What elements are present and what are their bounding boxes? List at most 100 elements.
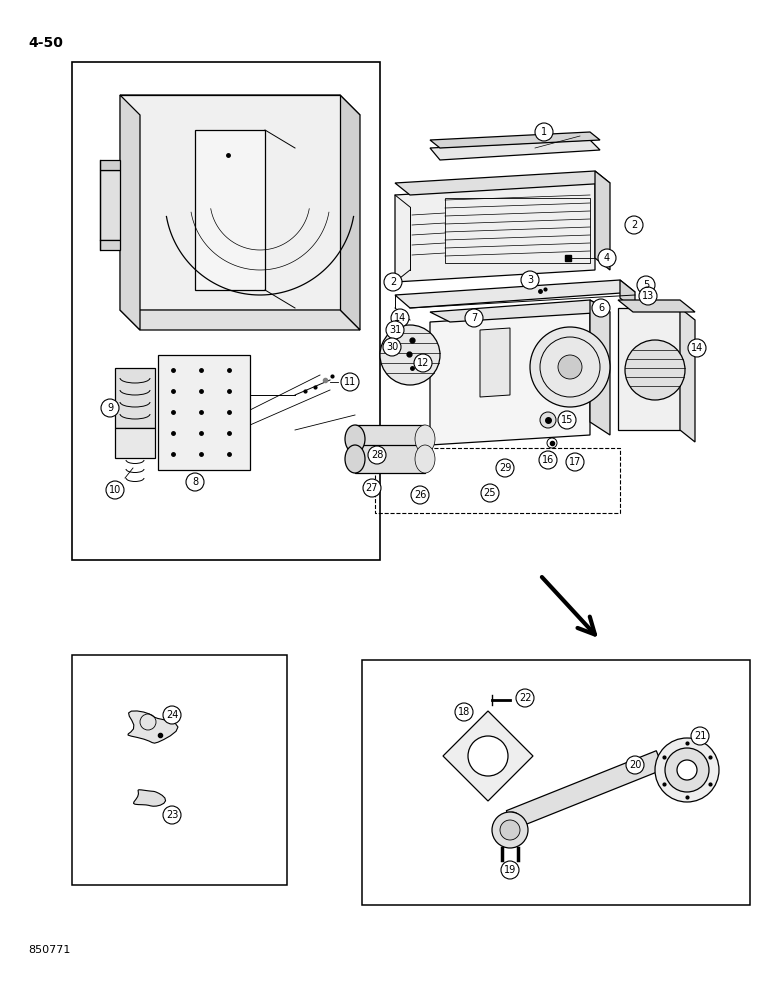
Circle shape: [598, 249, 616, 267]
Ellipse shape: [345, 425, 365, 453]
Polygon shape: [133, 790, 165, 806]
Text: 20: 20: [629, 760, 641, 770]
Text: 30: 30: [386, 342, 398, 352]
Text: 12: 12: [417, 358, 429, 368]
Circle shape: [626, 756, 644, 774]
Circle shape: [500, 820, 520, 840]
Circle shape: [637, 276, 655, 294]
Circle shape: [414, 354, 432, 372]
Circle shape: [106, 481, 124, 499]
Circle shape: [688, 339, 706, 357]
Polygon shape: [120, 310, 360, 330]
Polygon shape: [100, 160, 120, 170]
Circle shape: [496, 459, 514, 477]
Circle shape: [677, 760, 697, 780]
Text: 10: 10: [109, 485, 121, 495]
Text: 17: 17: [569, 457, 581, 467]
Polygon shape: [120, 95, 340, 310]
Polygon shape: [115, 368, 155, 428]
Circle shape: [530, 327, 610, 407]
Polygon shape: [120, 95, 140, 330]
Text: 7: 7: [471, 313, 477, 323]
Circle shape: [455, 703, 473, 721]
Polygon shape: [430, 312, 590, 445]
Text: 25: 25: [484, 488, 496, 498]
Circle shape: [535, 123, 553, 141]
Text: 5: 5: [643, 280, 649, 290]
Circle shape: [101, 399, 119, 417]
Circle shape: [592, 299, 610, 317]
Text: 850771: 850771: [28, 945, 70, 955]
Bar: [158, 355, 250, 470]
Polygon shape: [595, 171, 610, 270]
Circle shape: [383, 338, 401, 356]
Circle shape: [655, 738, 719, 802]
Text: 21: 21: [694, 731, 706, 741]
Text: 31: 31: [389, 325, 401, 335]
Bar: [115, 428, 155, 458]
Text: 15: 15: [561, 415, 573, 425]
Text: 2: 2: [390, 277, 396, 287]
Polygon shape: [100, 240, 120, 250]
Circle shape: [547, 438, 557, 448]
Text: 13: 13: [642, 291, 654, 301]
Polygon shape: [395, 183, 595, 282]
Text: 29: 29: [499, 463, 511, 473]
Text: 3: 3: [527, 275, 533, 285]
Circle shape: [625, 340, 685, 400]
Circle shape: [384, 273, 402, 291]
Bar: [445, 198, 590, 263]
Text: 9: 9: [107, 403, 113, 413]
Polygon shape: [430, 132, 600, 148]
Text: 16: 16: [542, 455, 554, 465]
Text: 27: 27: [366, 483, 378, 493]
Polygon shape: [128, 711, 178, 743]
Circle shape: [341, 373, 359, 391]
Polygon shape: [395, 280, 635, 308]
Polygon shape: [480, 328, 510, 397]
Ellipse shape: [500, 812, 519, 828]
Circle shape: [386, 321, 404, 339]
Circle shape: [521, 271, 539, 289]
Text: 11: 11: [344, 377, 356, 387]
Text: 14: 14: [394, 313, 406, 323]
Circle shape: [539, 451, 557, 469]
Circle shape: [186, 473, 204, 491]
Polygon shape: [443, 711, 533, 801]
Circle shape: [363, 479, 381, 497]
Circle shape: [639, 287, 657, 305]
Circle shape: [540, 412, 556, 428]
Polygon shape: [100, 170, 120, 240]
Bar: [72, 62, 380, 560]
Ellipse shape: [415, 445, 435, 473]
Circle shape: [468, 736, 508, 776]
Polygon shape: [590, 300, 610, 435]
Circle shape: [516, 689, 534, 707]
Circle shape: [163, 706, 181, 724]
Polygon shape: [120, 95, 360, 115]
Polygon shape: [430, 300, 610, 322]
Text: 8: 8: [192, 477, 198, 487]
Text: 1: 1: [541, 127, 547, 137]
Circle shape: [665, 748, 709, 792]
Text: 2: 2: [631, 220, 637, 230]
Circle shape: [391, 309, 409, 327]
Text: 22: 22: [519, 693, 531, 703]
Ellipse shape: [415, 425, 435, 453]
Text: 4-50: 4-50: [28, 36, 63, 50]
Circle shape: [481, 484, 499, 502]
Text: 14: 14: [691, 343, 703, 353]
Circle shape: [380, 325, 440, 385]
Polygon shape: [340, 95, 360, 330]
Text: 28: 28: [370, 450, 383, 460]
Polygon shape: [680, 308, 695, 442]
Polygon shape: [618, 300, 695, 312]
Circle shape: [625, 216, 643, 234]
Circle shape: [163, 806, 181, 824]
Polygon shape: [620, 280, 635, 310]
Polygon shape: [430, 140, 600, 160]
Text: 4: 4: [604, 253, 610, 263]
Text: 26: 26: [414, 490, 426, 500]
Text: 18: 18: [458, 707, 470, 717]
Text: 19: 19: [504, 865, 516, 875]
